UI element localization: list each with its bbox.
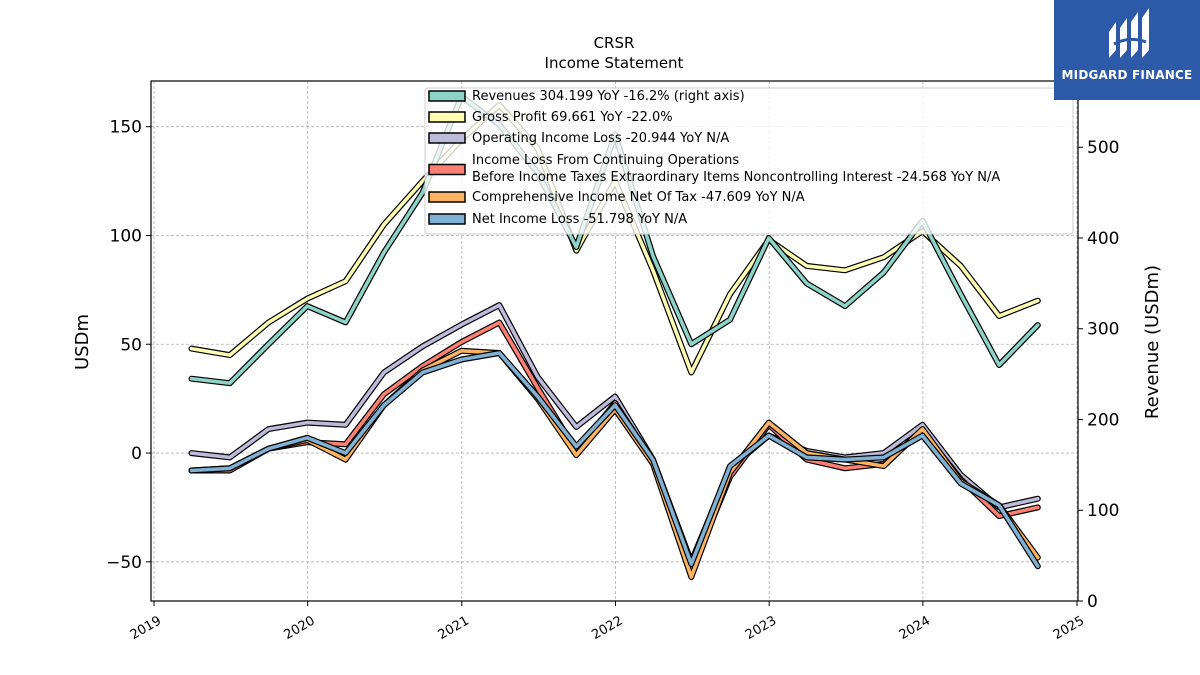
legend-label: Gross Profit 69.661 YoY -22.0%: [472, 110, 673, 125]
y-tick-label-left: 150: [110, 118, 142, 138]
y-tick-label-right: 500: [1087, 138, 1119, 158]
y-tick-label-left: 0: [131, 444, 142, 464]
legend-swatch: [428, 90, 466, 102]
midgard-logo-icon: [1109, 8, 1149, 58]
y-tick-label-left: −50: [106, 553, 142, 573]
legend-box: [424, 87, 1074, 235]
legend: Revenues 304.199 YoY -16.2% (right axis)…: [424, 87, 1074, 235]
brand-logo-text: MIDGARD FINANCE: [1061, 68, 1193, 82]
series-net-income-loss: [188, 350, 1041, 570]
legend-swatch: [428, 213, 466, 225]
y-axis-label-right: Revenue (USDm): [1142, 265, 1163, 419]
x-tick-label: 2023: [743, 613, 779, 643]
legend-label: Revenues 304.199 YoY -16.2% (right axis): [472, 89, 745, 104]
series-outline: [188, 350, 1041, 570]
x-tick-label: 2020: [282, 613, 318, 643]
y-tick-label-right: 0: [1087, 592, 1098, 612]
series-line: [189, 348, 1040, 579]
x-tick-label: 2025: [1051, 613, 1087, 643]
series-operating-income-loss: [188, 302, 1041, 565]
y-tick-label-left: 50: [120, 335, 142, 355]
y-tick-label-right: 200: [1087, 410, 1119, 430]
legend-label: Net Income Loss -51.798 YoY N/A: [472, 212, 687, 227]
brand-logo: MIDGARD FINANCE: [1054, 0, 1200, 100]
x-tick-label: 2022: [589, 613, 625, 643]
legend-swatch: [428, 191, 466, 203]
series-line: [189, 303, 1040, 564]
legend-label: Operating Income Loss -20.944 YoY N/A: [472, 131, 729, 146]
series-outline: [188, 347, 1041, 581]
legend-swatch: [428, 111, 466, 123]
series-line: [189, 351, 1040, 569]
y-tick-label-left: 100: [110, 226, 142, 246]
chart-subtitle: Income Statement: [545, 54, 684, 72]
x-tick-label: 2021: [436, 613, 472, 643]
series-comprehensive-income-net-of-tax: [188, 347, 1041, 581]
legend-label: Comprehensive Income Net Of Tax -47.609 …: [472, 190, 805, 205]
legend-label: Income Loss From Continuing Operations: [472, 153, 739, 168]
y-tick-label-right: 300: [1087, 320, 1119, 340]
chart-title: CRSR: [594, 34, 635, 52]
series-layer: [188, 93, 1041, 581]
plot-frame: [150, 80, 1079, 602]
x-tick-label: 2019: [128, 613, 164, 643]
y-tick-label-right: 400: [1087, 229, 1119, 249]
x-tick-label: 2024: [897, 613, 933, 643]
legend-swatch: [428, 163, 466, 176]
y-tick-label-right: 100: [1087, 501, 1119, 521]
legend-label: Before Income Taxes Extraordinary Items …: [472, 170, 1000, 185]
y-axis-label-left: USDm: [72, 314, 93, 370]
legend-swatch: [428, 132, 466, 144]
